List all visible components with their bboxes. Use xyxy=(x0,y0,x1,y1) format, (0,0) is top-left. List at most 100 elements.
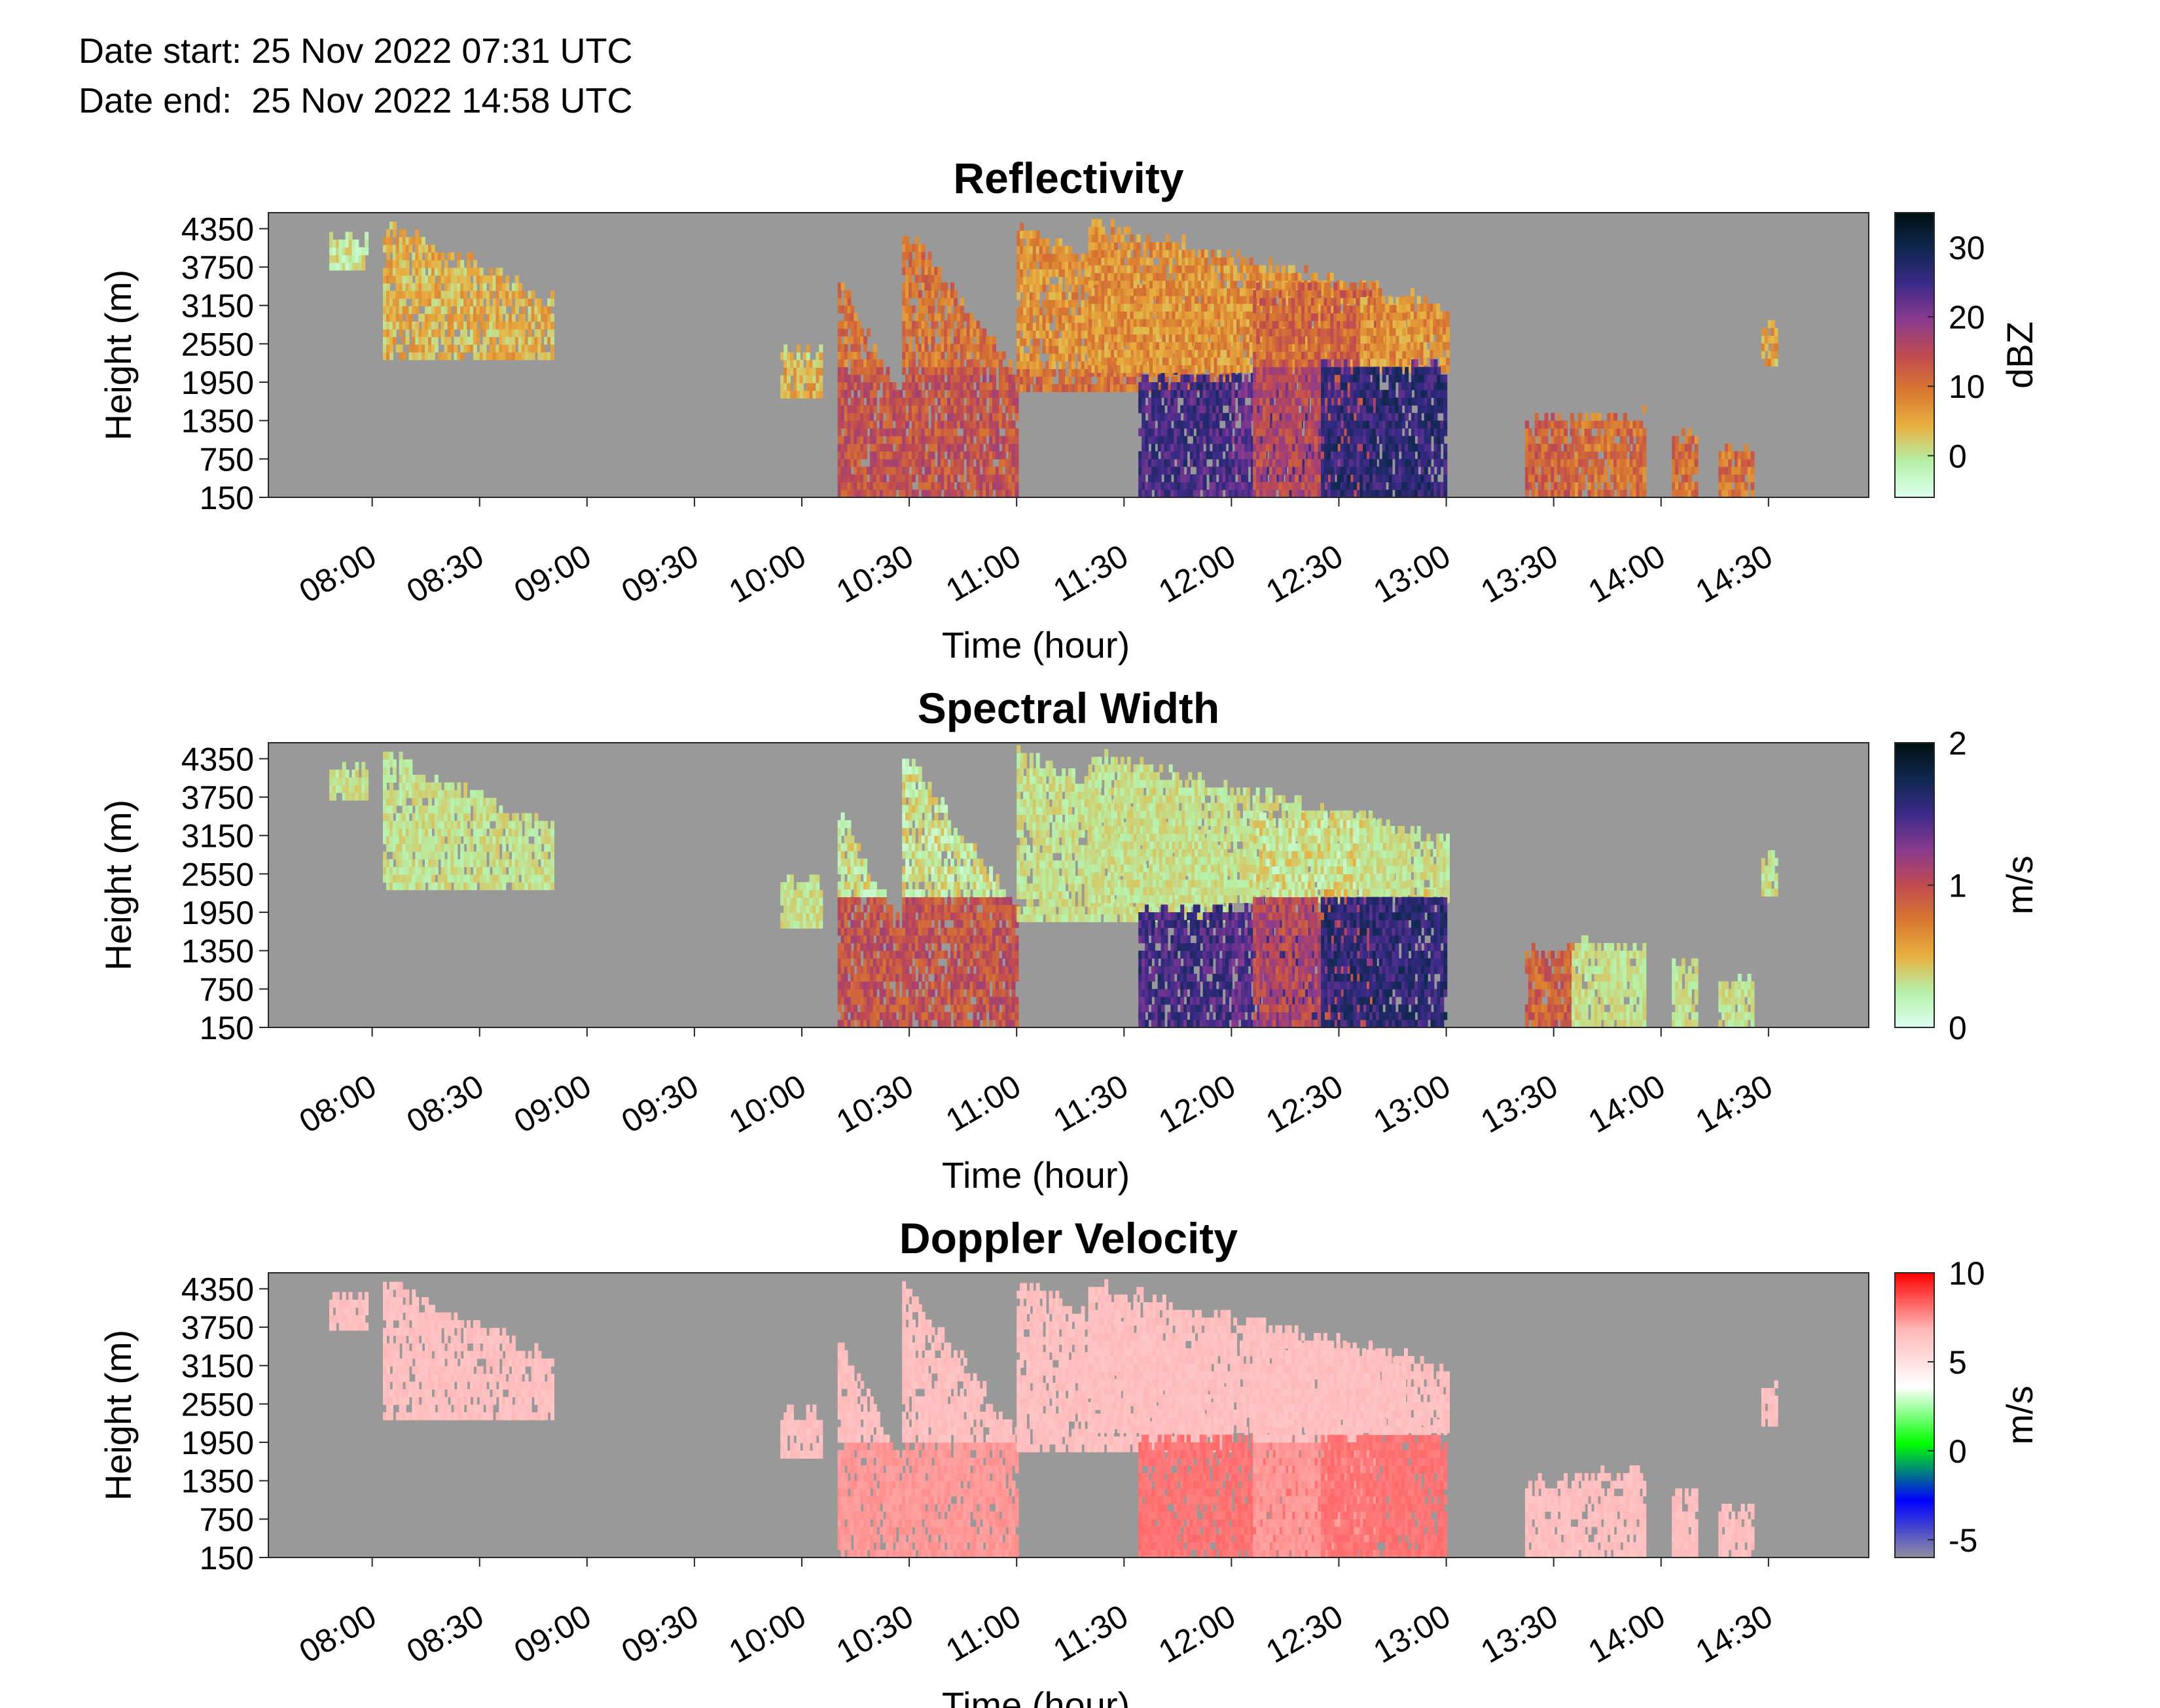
heatmap-cell xyxy=(1246,357,1250,365)
heatmap-cell xyxy=(880,359,884,367)
heatmap-cell xyxy=(873,421,877,429)
heatmap-cell xyxy=(1190,374,1194,382)
heatmap-cell xyxy=(787,375,791,383)
heatmap-cell xyxy=(1236,250,1240,258)
heatmap-cell xyxy=(954,298,958,306)
heatmap-cell xyxy=(941,452,945,459)
heatmap-cell xyxy=(982,329,986,336)
heatmap-cell xyxy=(999,467,1003,474)
heatmap-cell xyxy=(1185,327,1189,334)
heatmap-cell xyxy=(531,352,535,360)
heatmap-cell xyxy=(438,260,442,268)
heatmap-cell xyxy=(970,336,974,344)
heatmap-cell xyxy=(1161,405,1165,413)
heatmap-cell xyxy=(960,413,964,421)
heatmap-cell xyxy=(909,482,912,490)
heatmap-cell xyxy=(954,428,958,436)
heatmap-cell xyxy=(890,444,893,452)
heatmap-cell xyxy=(1211,265,1215,273)
heatmap-cell xyxy=(399,344,403,352)
heatmap-cell xyxy=(905,421,909,429)
heatmap-cell xyxy=(931,452,935,459)
heatmap-cell xyxy=(1244,474,1248,482)
heatmap-cell xyxy=(1117,342,1121,350)
heatmap-cell xyxy=(1009,359,1013,367)
heatmap-cell xyxy=(1231,382,1235,390)
heatmap-cell xyxy=(1111,219,1115,227)
heatmap-cell xyxy=(541,329,545,337)
heatmap-cell xyxy=(912,359,916,367)
heatmap-cell xyxy=(1340,281,1344,289)
heatmap-cell xyxy=(477,329,480,337)
heatmap-cell xyxy=(512,344,516,352)
heatmap-cell xyxy=(880,436,884,444)
heatmap-cell xyxy=(406,337,410,345)
heatmap-cell xyxy=(1071,269,1075,277)
heatmap-cell xyxy=(1204,334,1208,342)
heatmap-cell xyxy=(909,313,912,321)
heatmap-cell xyxy=(1046,246,1050,254)
heatmap-cell xyxy=(992,374,996,382)
heatmap-cell xyxy=(408,245,412,253)
heatmap-cell xyxy=(1081,353,1085,361)
heatmap-cell xyxy=(1227,342,1231,350)
heatmap-cell xyxy=(1314,273,1318,281)
heatmap-cell xyxy=(912,306,916,313)
heatmap-cell xyxy=(848,467,852,474)
heatmap-cell xyxy=(408,276,412,283)
heatmap-cell xyxy=(1114,319,1118,327)
heatmap-cell xyxy=(1114,242,1118,250)
heatmap-cell xyxy=(899,390,903,398)
heatmap-cell xyxy=(870,413,874,421)
heatmap-cell xyxy=(950,321,954,329)
heatmap-cell xyxy=(1075,300,1079,308)
heatmap-cell xyxy=(960,398,964,406)
heatmap-cell xyxy=(1183,459,1187,467)
heatmap-cell xyxy=(982,374,986,382)
heatmap-cell xyxy=(1181,234,1185,242)
heatmap-cell xyxy=(1212,474,1216,482)
heatmap-cell xyxy=(463,329,467,337)
heatmap-cell xyxy=(537,337,541,345)
heatmap-cell xyxy=(1046,323,1050,330)
heatmap-cell xyxy=(1015,452,1019,459)
heatmap-cell xyxy=(912,474,916,482)
heatmap-cell xyxy=(1166,234,1170,242)
heatmap-cell xyxy=(389,344,393,352)
heatmap-cell xyxy=(1330,273,1334,281)
heatmap-cell xyxy=(1023,269,1027,277)
heatmap-cell xyxy=(1204,319,1208,327)
heatmap-cell xyxy=(1265,281,1269,289)
heatmap-cell xyxy=(819,391,823,399)
heatmap-cell xyxy=(329,232,333,240)
heatmap-cell xyxy=(922,313,926,321)
heatmap-cell xyxy=(1177,413,1181,421)
heatmap-cell xyxy=(1015,474,1019,482)
heatmap-cell xyxy=(918,290,922,298)
heatmap-cell xyxy=(873,390,877,398)
heatmap-cell xyxy=(1231,405,1235,413)
heatmap-cell xyxy=(448,337,452,345)
heatmap-cell xyxy=(819,344,823,352)
heatmap-cell xyxy=(1240,349,1244,357)
heatmap-cell xyxy=(844,359,848,367)
heatmap-cell xyxy=(1026,384,1030,392)
heatmap-cell xyxy=(460,260,464,268)
heatmap-cell xyxy=(1191,250,1195,258)
heatmap-cell xyxy=(1183,382,1187,390)
heatmap-cell xyxy=(1015,413,1019,421)
heatmap-cell xyxy=(925,405,929,413)
heatmap-cell xyxy=(976,321,980,329)
heatmap-cell xyxy=(937,267,941,275)
heatmap-cell xyxy=(499,313,503,321)
heatmap-cell xyxy=(1151,444,1155,452)
heatmap-cell xyxy=(1211,250,1215,258)
heatmap-cell xyxy=(1065,285,1069,293)
heatmap-cell xyxy=(403,352,406,360)
heatmap-cell xyxy=(797,344,801,352)
heatmap-cell xyxy=(1107,357,1111,365)
heatmap-cell xyxy=(1036,230,1040,238)
heatmap-cell xyxy=(819,383,823,391)
heatmap-cell xyxy=(1162,273,1166,281)
heatmap-cell xyxy=(518,283,522,291)
